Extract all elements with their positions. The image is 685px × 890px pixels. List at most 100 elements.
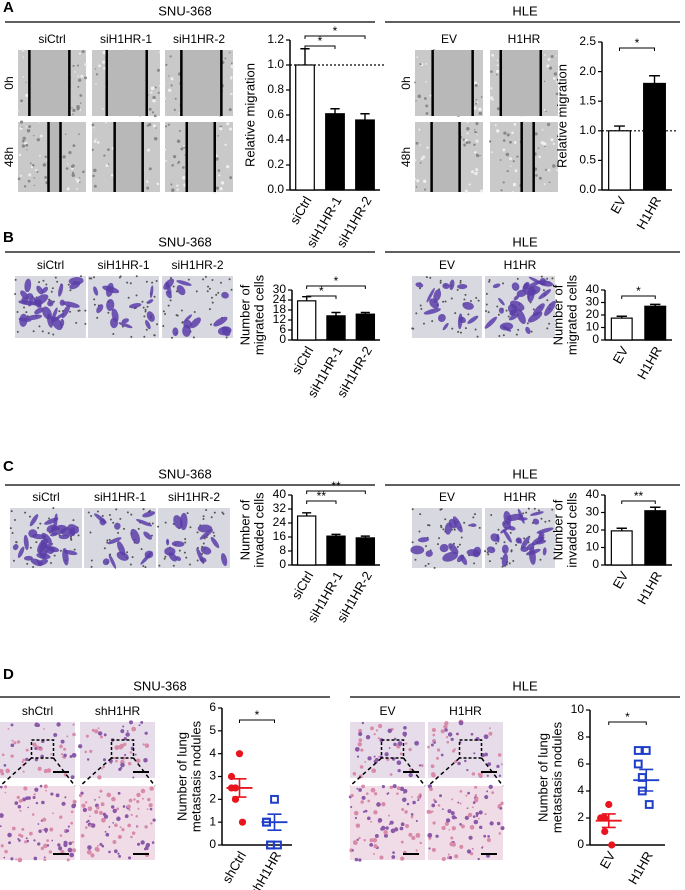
texture: [146, 186, 150, 190]
pore: [67, 283, 70, 286]
texture: [44, 176, 48, 179]
nucleus: [42, 828, 45, 831]
pore: [164, 313, 167, 316]
nucleus: [404, 823, 410, 829]
texture: [80, 74, 84, 78]
texture: [26, 149, 28, 151]
cell: [58, 283, 64, 297]
nucleus: [122, 725, 125, 728]
texture: [512, 190, 514, 193]
pore: [505, 309, 508, 312]
significance-bracket: [608, 721, 647, 725]
y-tick-label: 10: [571, 702, 585, 716]
nucleus: [8, 841, 12, 845]
texture: [104, 121, 107, 124]
image-bg: [0, 786, 75, 860]
texture: [466, 127, 470, 131]
texture: [546, 64, 550, 68]
pore: [213, 534, 216, 537]
texture: [79, 94, 83, 97]
micrograph: [17, 48, 88, 116]
error-bar: [330, 108, 340, 114]
texture: [548, 66, 553, 70]
pore: [78, 309, 81, 312]
nucleus: [63, 753, 67, 758]
texture: [38, 121, 40, 123]
nucleus: [376, 802, 381, 807]
nucleus: [43, 856, 46, 859]
cell: [61, 304, 71, 319]
nucleus: [120, 729, 125, 734]
nucleus: [143, 757, 148, 763]
pore: [92, 276, 95, 279]
bar: [610, 530, 633, 566]
texture: [425, 104, 429, 108]
image-bg: [350, 786, 425, 860]
pore: [144, 566, 147, 569]
image-label: H1HR: [504, 490, 537, 504]
nucleus: [369, 838, 374, 843]
pore: [523, 537, 526, 540]
pore: [202, 278, 205, 281]
nucleus: [431, 803, 436, 808]
cell: [12, 544, 19, 551]
texture: [229, 176, 233, 180]
texture: [146, 180, 149, 183]
sem-bar: [639, 768, 654, 792]
texture: [415, 100, 417, 102]
nucleus: [430, 764, 435, 769]
nucleus: [102, 765, 105, 769]
texture: [496, 59, 499, 62]
nucleus: [358, 836, 361, 840]
texture: [71, 164, 75, 168]
scratch-band: [181, 50, 222, 116]
texture: [466, 121, 469, 124]
pore: [546, 299, 549, 302]
texture: [512, 160, 515, 163]
pore: [442, 528, 445, 531]
texture: [78, 181, 81, 183]
texture: [468, 183, 471, 186]
error-bar: [650, 506, 661, 511]
pore: [59, 549, 62, 552]
nucleus: [402, 799, 406, 802]
y-tick-label: 16: [273, 529, 287, 543]
y-axis-label: migrated cells: [564, 274, 579, 355]
nucleus: [39, 746, 42, 749]
nucleus: [140, 788, 146, 794]
pore: [517, 328, 520, 331]
cell: [542, 547, 547, 556]
texture: [514, 169, 518, 173]
texture: [64, 133, 67, 136]
y-axis-label: Number of: [237, 284, 252, 345]
zoom-line: [480, 757, 504, 787]
texture: [164, 83, 166, 86]
nucleus: [400, 840, 404, 844]
point: [641, 746, 651, 755]
nucleus: [124, 753, 127, 757]
cell: [199, 529, 214, 540]
texture: [544, 54, 546, 56]
nucleus: [409, 767, 413, 772]
nucleus: [439, 794, 442, 798]
texture: [165, 125, 168, 128]
nucleus: [148, 803, 153, 808]
texture: [416, 179, 420, 183]
nucleus: [97, 775, 102, 780]
nucleus: [33, 793, 36, 796]
nucleus: [469, 851, 474, 856]
nucleus: [97, 727, 100, 730]
pore: [456, 288, 459, 291]
nucleus: [358, 731, 363, 737]
pore: [143, 335, 146, 338]
pore: [144, 310, 147, 313]
nucleus: [89, 749, 93, 753]
bar: [644, 510, 667, 566]
cell: [410, 545, 425, 555]
pore: [515, 543, 518, 546]
texture: [463, 143, 466, 147]
texture: [429, 94, 432, 97]
cell: [508, 313, 519, 321]
pore: [474, 328, 477, 331]
nucleus: [151, 841, 155, 844]
